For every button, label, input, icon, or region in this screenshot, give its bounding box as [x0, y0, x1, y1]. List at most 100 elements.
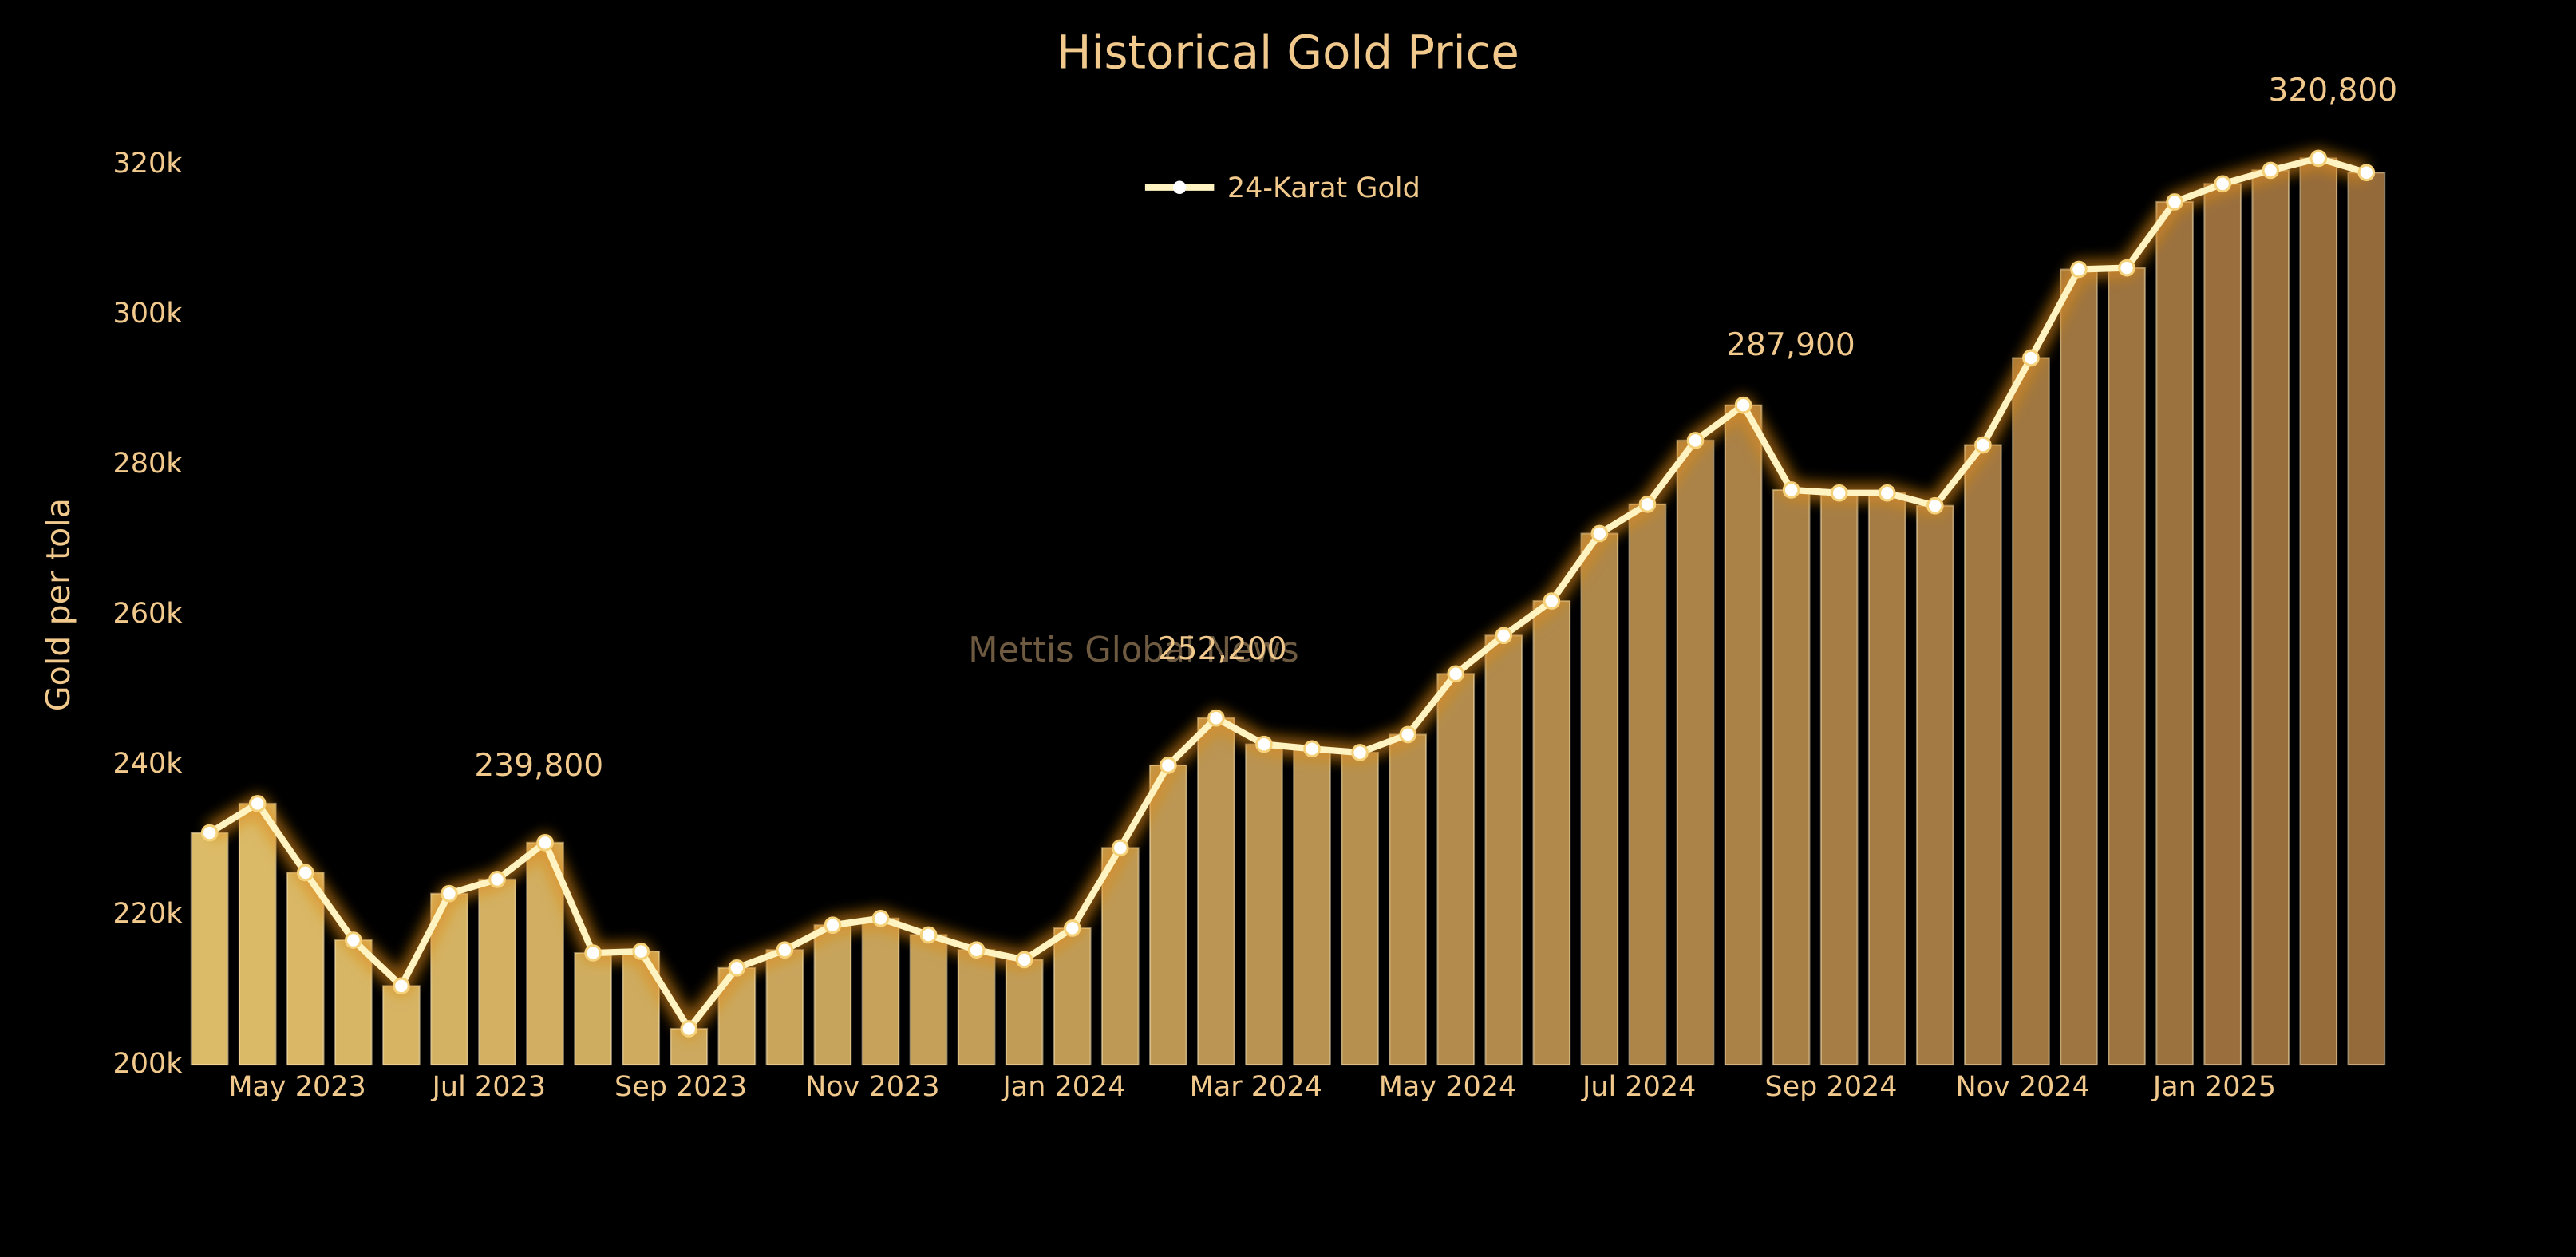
line-marker [680, 1020, 698, 1038]
bar [1389, 733, 1428, 1066]
line-marker [1207, 709, 1225, 727]
line-marker [200, 824, 219, 842]
bar [1772, 488, 1811, 1066]
legend-label: 24-Karat Gold [1227, 172, 1420, 204]
bar [1580, 532, 1619, 1066]
bar [1148, 764, 1187, 1066]
bar [382, 985, 421, 1066]
bar [1436, 673, 1476, 1066]
line-marker [1543, 592, 1561, 610]
bar [1532, 600, 1571, 1066]
y-tick-label: 320k [113, 148, 183, 180]
bar [1819, 492, 1859, 1066]
line-marker [296, 864, 314, 882]
line-marker [441, 884, 458, 903]
bar [957, 949, 996, 1066]
annotation: 287,900 [1726, 327, 1855, 363]
line-marker [1638, 495, 1657, 513]
bar [2060, 268, 2098, 1066]
x-tick-label: Mar 2024 [1190, 1071, 1322, 1103]
line-marker [1447, 665, 1465, 683]
line-marker [871, 909, 890, 927]
x-tick-label: Sep 2024 [1764, 1071, 1897, 1103]
bar [2299, 157, 2338, 1066]
bar [1628, 503, 1667, 1066]
x-tick-label: May 2024 [1379, 1071, 1516, 1103]
line-marker [1160, 757, 1177, 774]
line-marker [2262, 161, 2280, 180]
line-marker [536, 833, 554, 852]
legend-marker [1172, 180, 1187, 194]
bar [1245, 743, 1283, 1066]
line-marker [1686, 432, 1705, 449]
line-marker [1255, 735, 1273, 753]
bar [2203, 183, 2242, 1066]
line-marker [1734, 396, 1752, 414]
bar [2251, 169, 2290, 1066]
chart-title: Historical Gold Price [1057, 26, 1519, 80]
bar [2155, 200, 2194, 1066]
line-marker [248, 795, 267, 812]
line-marker [728, 959, 746, 977]
line-marker [2214, 175, 2231, 193]
line-marker [1926, 496, 1944, 515]
bar [2347, 172, 2386, 1066]
bar [1676, 439, 1715, 1066]
bar [574, 951, 612, 1066]
line-marker [824, 916, 842, 935]
y-tick-label: 260k [113, 598, 183, 630]
line-marker [1351, 744, 1369, 761]
x-tick-label: Nov 2024 [1955, 1071, 2089, 1103]
line-marker [1399, 725, 1416, 744]
bar [1293, 748, 1331, 1066]
y-tick-label: 220k [113, 898, 183, 930]
bar [1484, 634, 1523, 1066]
line-marker [2118, 259, 2135, 277]
line-marker [2309, 149, 2328, 168]
bar [1915, 504, 1954, 1066]
bar [238, 802, 277, 1066]
x-tick-label: Nov 2023 [805, 1071, 939, 1103]
line-marker [2070, 260, 2088, 279]
line-marker [1063, 919, 1081, 937]
bar [1341, 751, 1379, 1066]
line-marker [1015, 951, 1033, 969]
bar [1197, 717, 1235, 1066]
annotation: 239,800 [474, 748, 603, 784]
line [207, 155, 2368, 1033]
bar [2108, 267, 2146, 1066]
x-tick-label: Jul 2024 [1581, 1071, 1696, 1103]
x-tick-label: May 2023 [228, 1071, 365, 1103]
bar [190, 832, 229, 1066]
line-marker [632, 943, 650, 960]
line-marker [1303, 740, 1321, 758]
line-marker [1782, 481, 1800, 499]
line-marker [345, 931, 362, 949]
annotation: 252,200 [1158, 631, 1287, 667]
y-tick-label: 280k [113, 448, 183, 480]
x-tick-label: Jul 2023 [431, 1071, 546, 1103]
x-tick-label: Jan 2025 [2151, 1071, 2276, 1103]
x-tick-label: Sep 2023 [614, 1071, 747, 1103]
bar [1053, 927, 1092, 1066]
line-marker [488, 871, 506, 888]
bar [1867, 492, 1906, 1066]
bar [478, 878, 516, 1066]
line-marker [1830, 484, 1848, 502]
bar [813, 924, 852, 1066]
line-marker [1878, 484, 1896, 502]
line-marker [967, 941, 986, 959]
bar [1724, 404, 1763, 1066]
y-tick-label: 200k [113, 1048, 183, 1080]
line-marker [1974, 436, 1992, 454]
line-marker [393, 977, 410, 995]
annotation: 320,800 [2268, 73, 2397, 109]
line-marker [1495, 627, 1513, 645]
line-marker [2166, 193, 2183, 211]
line-marker [2357, 164, 2376, 182]
line-marker [1111, 839, 1129, 857]
y-tick-label: 300k [113, 298, 183, 330]
bar [1005, 959, 1044, 1066]
